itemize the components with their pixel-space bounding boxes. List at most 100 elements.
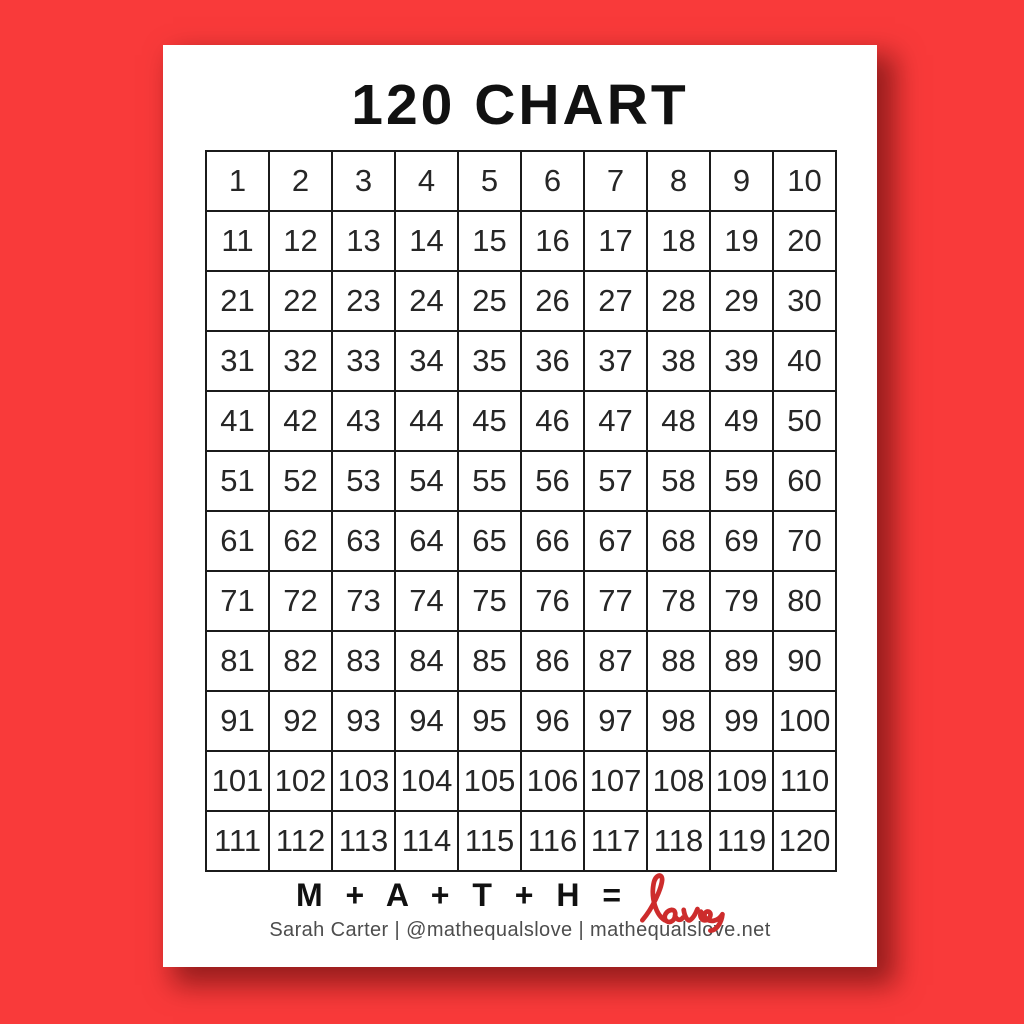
grid-cell: 25 (457, 270, 522, 332)
grid-cell: 118 (646, 810, 711, 872)
grid-row: 81 82 83 84 85 86 87 88 89 90 (205, 630, 837, 692)
number-grid: 1 2 3 4 5 6 7 8 9 10 11 12 13 14 15 16 17 18 19 20 21 22 23 24 2… (205, 150, 837, 872)
grid-cell: 43 (331, 390, 396, 452)
grid-cell: 87 (583, 630, 648, 692)
grid-cell: 9 (709, 150, 774, 212)
grid-cell: 63 (331, 510, 396, 572)
grid-cell: 89 (709, 630, 774, 692)
grid-cell: 119 (709, 810, 774, 872)
page-title: 120 CHART (351, 73, 689, 137)
chart-page: 120 CHART 1 2 3 4 5 6 7 8 9 10 11 12 13 14 15 16 17 18 19 2… (163, 45, 877, 967)
grid-cell: 53 (331, 450, 396, 512)
grid-cell: 57 (583, 450, 648, 512)
grid-cell: 91 (205, 690, 270, 752)
attribution-line: Sarah Carter | @mathequalslove | mathequ… (269, 919, 771, 941)
grid-cell: 12 (268, 210, 333, 272)
grid-cell: 103 (331, 750, 396, 812)
grid-cell: 94 (394, 690, 459, 752)
grid-cell: 58 (646, 450, 711, 512)
grid-cell: 100 (772, 690, 837, 752)
grid-cell: 24 (394, 270, 459, 332)
grid-cell: 90 (772, 630, 837, 692)
grid-cell: 8 (646, 150, 711, 212)
grid-cell: 20 (772, 210, 837, 272)
grid-cell: 81 (205, 630, 270, 692)
grid-cell: 33 (331, 330, 396, 392)
grid-cell: 67 (583, 510, 648, 572)
grid-cell: 66 (520, 510, 585, 572)
grid-cell: 92 (268, 690, 333, 752)
grid-cell: 50 (772, 390, 837, 452)
grid-cell: 21 (205, 270, 270, 332)
grid-cell: 45 (457, 390, 522, 452)
grid-cell: 6 (520, 150, 585, 212)
grid-cell: 22 (268, 270, 333, 332)
grid-cell: 55 (457, 450, 522, 512)
grid-cell: 70 (772, 510, 837, 572)
grid-cell: 11 (205, 210, 270, 272)
grid-cell: 39 (709, 330, 774, 392)
grid-cell: 113 (331, 810, 396, 872)
grid-cell: 104 (394, 750, 459, 812)
grid-cell: 4 (394, 150, 459, 212)
grid-cell: 51 (205, 450, 270, 512)
grid-cell: 14 (394, 210, 459, 272)
grid-cell: 117 (583, 810, 648, 872)
grid-row: 91 92 93 94 95 96 97 98 99 100 (205, 690, 837, 752)
grid-row: 21 22 23 24 25 26 27 28 29 30 (205, 270, 837, 332)
grid-cell: 77 (583, 570, 648, 632)
grid-cell: 106 (520, 750, 585, 812)
grid-cell: 2 (268, 150, 333, 212)
grid-cell: 79 (709, 570, 774, 632)
grid-cell: 37 (583, 330, 648, 392)
grid-cell: 15 (457, 210, 522, 272)
grid-cell: 96 (520, 690, 585, 752)
grid-cell: 35 (457, 330, 522, 392)
grid-cell: 108 (646, 750, 711, 812)
grid-cell: 54 (394, 450, 459, 512)
grid-cell: 49 (709, 390, 774, 452)
grid-cell: 80 (772, 570, 837, 632)
grid-cell: 110 (772, 750, 837, 812)
grid-cell: 75 (457, 570, 522, 632)
grid-cell: 76 (520, 570, 585, 632)
love-script-word (632, 869, 744, 937)
grid-row: 41 42 43 44 45 46 47 48 49 50 (205, 390, 837, 452)
grid-row: 71 72 73 74 75 76 77 78 79 80 (205, 570, 837, 632)
grid-cell: 23 (331, 270, 396, 332)
grid-cell: 31 (205, 330, 270, 392)
grid-cell: 109 (709, 750, 774, 812)
math-equation-text: M + A + T + H = (295, 877, 627, 913)
grid-cell: 38 (646, 330, 711, 392)
grid-cell: 86 (520, 630, 585, 692)
grid-cell: 5 (457, 150, 522, 212)
grid-cell: 27 (583, 270, 648, 332)
grid-row: 61 62 63 64 65 66 67 68 69 70 (205, 510, 837, 572)
grid-cell: 10 (772, 150, 837, 212)
grid-cell: 82 (268, 630, 333, 692)
grid-cell: 32 (268, 330, 333, 392)
grid-cell: 42 (268, 390, 333, 452)
grid-cell: 99 (709, 690, 774, 752)
grid-cell: 28 (646, 270, 711, 332)
grid-cell: 56 (520, 450, 585, 512)
grid-cell: 41 (205, 390, 270, 452)
grid-cell: 36 (520, 330, 585, 392)
math-equals-love-line: M + A + T + H = (163, 869, 877, 941)
grid-cell: 74 (394, 570, 459, 632)
grid-cell: 64 (394, 510, 459, 572)
grid-cell: 102 (268, 750, 333, 812)
grid-row: 1 2 3 4 5 6 7 8 9 10 (205, 150, 837, 212)
grid-cell: 44 (394, 390, 459, 452)
grid-cell: 52 (268, 450, 333, 512)
grid-cell: 111 (205, 810, 270, 872)
grid-row: 31 32 33 34 35 36 37 38 39 40 (205, 330, 837, 392)
grid-cell: 101 (205, 750, 270, 812)
grid-cell: 114 (394, 810, 459, 872)
grid-row: 101 102 103 104 105 106 107 108 109 110 (205, 750, 837, 812)
grid-cell: 84 (394, 630, 459, 692)
grid-cell: 120 (772, 810, 837, 872)
grid-cell: 97 (583, 690, 648, 752)
grid-cell: 26 (520, 270, 585, 332)
